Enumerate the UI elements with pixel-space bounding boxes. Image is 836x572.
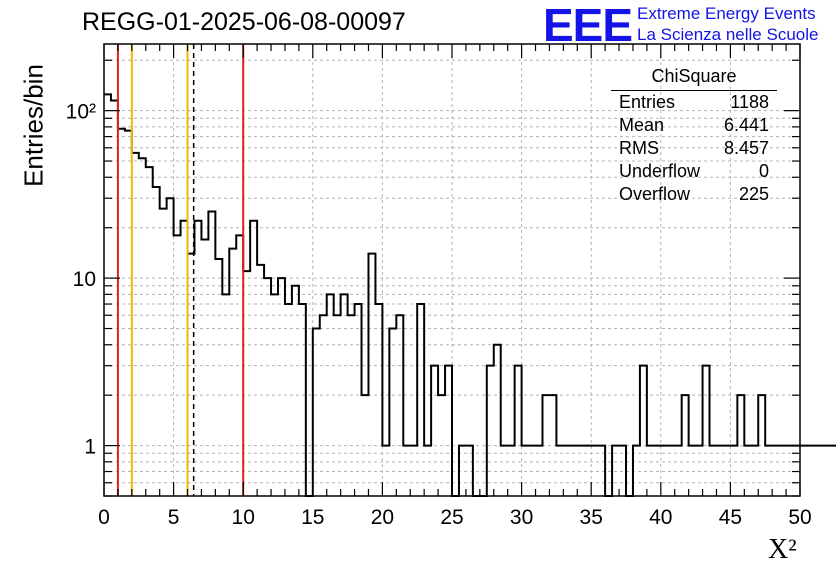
x-tick-label: 30 xyxy=(510,506,533,529)
stats-key: Mean xyxy=(619,115,665,135)
x-axis-label: X² xyxy=(768,534,797,565)
stats-row-rms: RMS 8.457 xyxy=(611,137,777,160)
stats-key: Underflow xyxy=(619,161,701,181)
stats-row-overflow: Overflow 225 xyxy=(611,183,777,206)
x-tick-label: 45 xyxy=(719,506,742,529)
x-tick-label: 0 xyxy=(98,506,110,529)
stats-key: RMS xyxy=(619,138,659,158)
run-title: REGG-01-2025-06-08-00097 xyxy=(82,8,406,36)
logo-subtitle-1: Extreme Energy Events xyxy=(637,4,816,23)
x-tick-label: 10 xyxy=(232,506,255,529)
stats-row-underflow: Underflow 0 xyxy=(611,160,777,183)
x-tick-label: 40 xyxy=(649,506,672,529)
logo-subtitle-2: La Scienza nelle Scuole xyxy=(637,25,819,44)
x-tick-label: 5 xyxy=(168,506,180,529)
histogram-bars xyxy=(104,93,836,497)
stats-value: 1188 xyxy=(730,92,769,112)
x-tick-label: 50 xyxy=(788,506,811,529)
y-axis-label: Entries/bin xyxy=(18,64,49,187)
eee-logo: EEE xyxy=(543,0,633,51)
stats-value: 6.441 xyxy=(723,115,769,135)
stats-value: 8.457 xyxy=(723,138,769,158)
x-tick-label: 35 xyxy=(580,506,603,529)
stats-title: ChiSquare xyxy=(611,66,777,91)
y-tick-label: 10² xyxy=(66,101,96,124)
stats-box: ChiSquare Entries 1188 Mean 6.441 RMS 8.… xyxy=(611,66,777,206)
y-tick-label: 1 xyxy=(84,436,96,459)
stats-row-entries: Entries 1188 xyxy=(611,91,777,114)
stats-key: Overflow xyxy=(619,184,691,204)
stats-value: 225 xyxy=(738,184,769,204)
stats-key: Entries xyxy=(619,92,676,112)
stats-value: 0 xyxy=(758,161,769,181)
x-tick-label: 25 xyxy=(440,506,463,529)
y-tick-label: 10 xyxy=(73,268,96,291)
stats-row-mean: Mean 6.441 xyxy=(611,114,777,137)
x-tick-label: 20 xyxy=(371,506,394,529)
x-tick-label: 15 xyxy=(301,506,324,529)
